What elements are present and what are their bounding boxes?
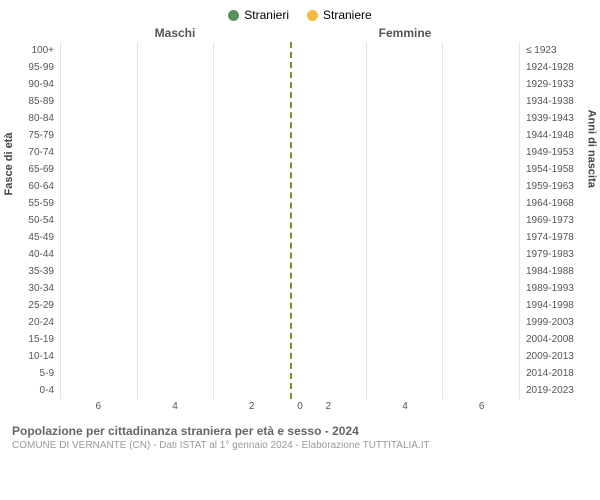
x-axis: 246 246 0 xyxy=(12,401,588,412)
birth-tick: 1924-1928 xyxy=(526,59,588,76)
birth-tick: 2009-2013 xyxy=(526,348,588,365)
x-tick: 4 xyxy=(137,401,214,412)
birth-tick: 1954-1958 xyxy=(526,161,588,178)
table-row xyxy=(60,331,520,348)
table-row xyxy=(60,110,520,127)
table-row xyxy=(60,280,520,297)
header-male: Maschi xyxy=(60,26,290,40)
birth-tick: 1969-1973 xyxy=(526,212,588,229)
table-row xyxy=(60,93,520,110)
age-tick: 100+ xyxy=(12,42,54,59)
birth-tick: 1994-1998 xyxy=(526,297,588,314)
birth-tick: 1989-1993 xyxy=(526,280,588,297)
age-tick: 5-9 xyxy=(12,365,54,382)
table-row xyxy=(60,348,520,365)
age-tick: 0-4 xyxy=(12,382,54,399)
age-tick: 60-64 xyxy=(12,178,54,195)
birth-tick: ≤ 1923 xyxy=(526,42,588,59)
age-tick: 55-59 xyxy=(12,195,54,212)
legend-label-male: Stranieri xyxy=(244,8,289,22)
age-tick: 40-44 xyxy=(12,246,54,263)
birth-tick: 1944-1948 xyxy=(526,127,588,144)
table-row xyxy=(60,382,520,399)
age-tick: 80-84 xyxy=(12,110,54,127)
age-tick: 85-89 xyxy=(12,93,54,110)
birth-tick: 2014-2018 xyxy=(526,365,588,382)
age-tick: 35-39 xyxy=(12,263,54,280)
y-axis-age: 100+95-9990-9485-8980-8475-7970-7465-696… xyxy=(12,42,60,399)
x-tick: 4 xyxy=(367,401,444,412)
table-row xyxy=(60,314,520,331)
age-tick: 90-94 xyxy=(12,76,54,93)
age-tick: 75-79 xyxy=(12,127,54,144)
table-row xyxy=(60,42,520,59)
age-tick: 70-74 xyxy=(12,144,54,161)
plot-area xyxy=(60,42,520,399)
table-row xyxy=(60,195,520,212)
age-tick: 25-29 xyxy=(12,297,54,314)
bar-rows xyxy=(60,42,520,399)
legend-item-male: Stranieri xyxy=(228,8,289,22)
table-row xyxy=(60,263,520,280)
y-axis-label-right: Anni di nascita xyxy=(585,109,597,187)
table-row xyxy=(60,178,520,195)
age-tick: 45-49 xyxy=(12,229,54,246)
chart-title: Popolazione per cittadinanza straniera p… xyxy=(12,424,588,438)
legend: Stranieri Straniere xyxy=(12,8,588,22)
legend-swatch-female xyxy=(307,10,318,21)
table-row xyxy=(60,144,520,161)
birth-tick: 1929-1933 xyxy=(526,76,588,93)
table-row xyxy=(60,76,520,93)
chart-subtitle: COMUNE DI VERNANTE (CN) - Dati ISTAT al … xyxy=(12,440,588,451)
age-tick: 30-34 xyxy=(12,280,54,297)
chart: Fasce di età Anni di nascita 100+95-9990… xyxy=(12,42,588,399)
birth-tick: 1979-1983 xyxy=(526,246,588,263)
x-tick: 6 xyxy=(443,401,520,412)
legend-item-female: Straniere xyxy=(307,8,372,22)
x-tick-zero: 0 xyxy=(297,401,303,412)
table-row xyxy=(60,229,520,246)
y-axis-label-left: Fasce di età xyxy=(3,132,15,195)
table-row xyxy=(60,365,520,382)
age-tick: 15-19 xyxy=(12,331,54,348)
legend-label-female: Straniere xyxy=(323,8,372,22)
birth-tick: 1964-1968 xyxy=(526,195,588,212)
birth-tick: 1934-1938 xyxy=(526,93,588,110)
birth-tick: 1999-2003 xyxy=(526,314,588,331)
x-tick: 6 xyxy=(60,401,137,412)
table-row xyxy=(60,212,520,229)
birth-tick: 2004-2008 xyxy=(526,331,588,348)
table-row xyxy=(60,59,520,76)
table-row xyxy=(60,246,520,263)
birth-tick: 1959-1963 xyxy=(526,178,588,195)
table-row xyxy=(60,161,520,178)
age-tick: 20-24 xyxy=(12,314,54,331)
header-female: Femmine xyxy=(290,26,520,40)
table-row xyxy=(60,127,520,144)
birth-tick: 2019-2023 xyxy=(526,382,588,399)
birth-tick: 1949-1953 xyxy=(526,144,588,161)
birth-tick: 1939-1943 xyxy=(526,110,588,127)
age-tick: 95-99 xyxy=(12,59,54,76)
birth-tick: 1984-1988 xyxy=(526,263,588,280)
x-tick: 2 xyxy=(213,401,290,412)
y-axis-birth: ≤ 19231924-19281929-19331934-19381939-19… xyxy=(520,42,588,399)
legend-swatch-male xyxy=(228,10,239,21)
table-row xyxy=(60,297,520,314)
age-tick: 10-14 xyxy=(12,348,54,365)
age-tick: 50-54 xyxy=(12,212,54,229)
birth-tick: 1974-1978 xyxy=(526,229,588,246)
age-tick: 65-69 xyxy=(12,161,54,178)
footer: Popolazione per cittadinanza straniera p… xyxy=(12,424,588,451)
column-headers: Maschi Femmine xyxy=(12,26,588,40)
